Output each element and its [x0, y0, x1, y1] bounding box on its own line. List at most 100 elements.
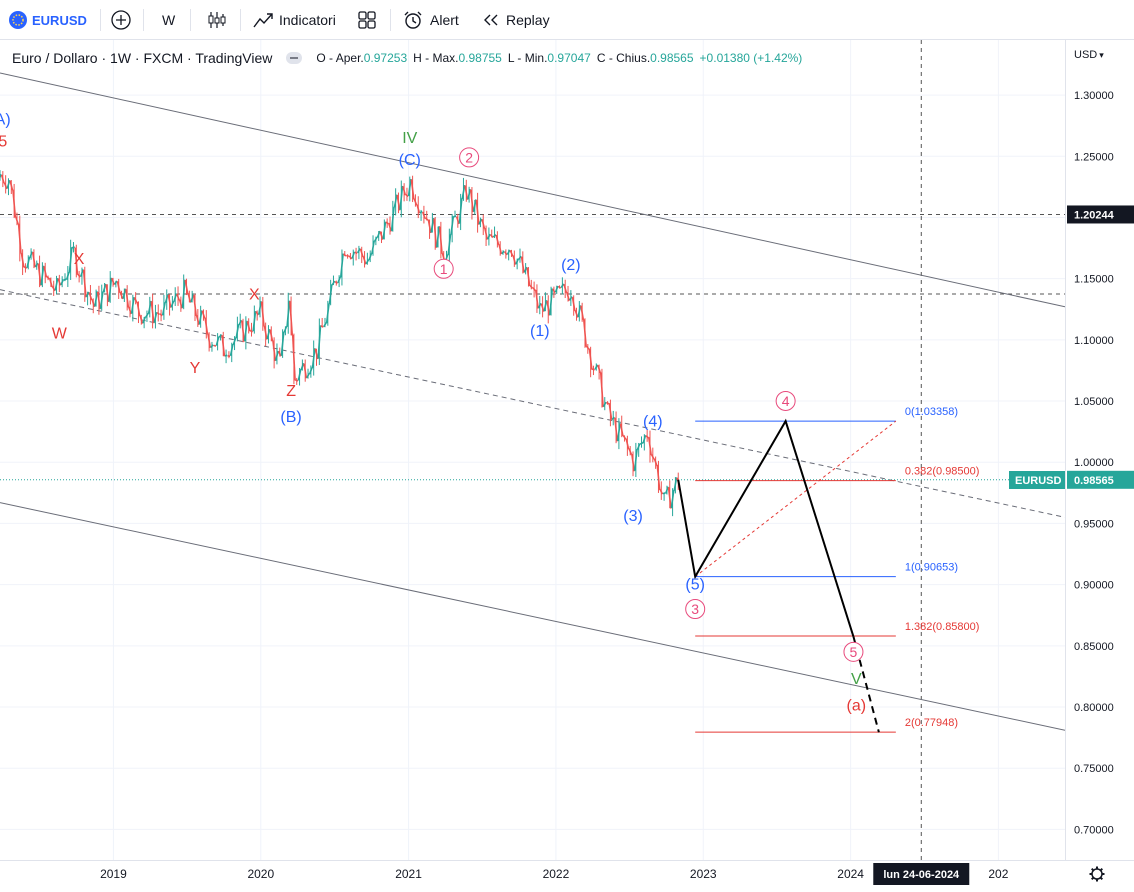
candle — [552, 286, 556, 298]
candle — [40, 262, 45, 288]
legend-title: Euro / Dollaro · 1W · FXCM · TradingView — [12, 50, 273, 66]
candle-body — [235, 324, 240, 339]
candle-body — [588, 348, 593, 370]
candle-body — [453, 215, 457, 218]
layouts-button[interactable] — [357, 0, 377, 40]
price-tick-label: 1.25000 — [1074, 151, 1114, 163]
candle-body — [12, 189, 17, 218]
candle-body — [105, 284, 110, 303]
candle-body — [371, 240, 376, 255]
candle-body — [125, 289, 130, 308]
candle-body — [31, 251, 36, 268]
candle — [184, 278, 189, 296]
candle-body — [543, 300, 548, 312]
price-chart[interactable]: 0(1.03358) 0.382(0.98500) 1(0.90653) 1.382(… — [0, 40, 1065, 860]
open-value: 0.97253 — [363, 51, 408, 65]
candle — [450, 214, 455, 243]
wave-label: (4) — [643, 414, 663, 431]
candle-body — [515, 258, 520, 265]
replay-button[interactable]: Replay — [482, 0, 550, 40]
candle-body — [147, 300, 152, 314]
candle-body — [410, 179, 415, 200]
gear-tooth — [1090, 876, 1095, 881]
candle-body — [416, 204, 421, 214]
indicators-button[interactable]: Indicatori — [252, 0, 336, 40]
candle — [557, 285, 562, 289]
candle — [484, 225, 489, 247]
legend-high: H - Max.0.98755 — [413, 51, 502, 65]
candle-body — [111, 278, 115, 286]
candle — [656, 460, 661, 493]
candle — [492, 226, 497, 239]
candle-body — [295, 379, 299, 382]
currency-selector[interactable]: USD ▾ — [1074, 49, 1104, 61]
candle — [357, 245, 361, 260]
candle — [303, 359, 308, 382]
candle-body — [119, 291, 124, 300]
candle-body — [504, 251, 508, 256]
candle — [173, 287, 178, 306]
chart-type-button[interactable] — [206, 0, 226, 40]
candle — [667, 480, 672, 509]
candle — [60, 276, 65, 288]
candle-body — [325, 303, 330, 324]
price-tick-label: 0.75000 — [1074, 763, 1114, 775]
price-tick-label: 0.90000 — [1074, 580, 1114, 592]
time-axis[interactable]: 2019 2020 2021 2022 2023 2024 202 lun 24-06-202… — [0, 860, 1134, 887]
candle — [224, 349, 228, 364]
wave-label: X — [74, 251, 85, 268]
close-label: C - Chius. — [596, 51, 651, 65]
candle-body — [156, 312, 160, 316]
candle — [26, 255, 31, 270]
candle — [29, 248, 34, 260]
candle — [122, 288, 127, 302]
alert-button[interactable]: Alert — [402, 0, 459, 40]
candle — [534, 284, 539, 313]
price-axis[interactable]: USD▾ 1.300001.250001.200001.150001.10000… — [1065, 40, 1134, 860]
candle-body — [213, 344, 217, 347]
candle — [250, 322, 254, 337]
candle-body — [492, 233, 497, 238]
candle-body — [133, 297, 138, 303]
symbol-search[interactable]: EURUSD — [8, 0, 87, 40]
candle-body — [14, 216, 19, 225]
time-tick-label: 202 — [988, 867, 1008, 881]
candle-body — [337, 276, 342, 284]
candle — [664, 485, 669, 495]
grid-layout-icon — [358, 11, 376, 29]
candle-body — [243, 320, 248, 342]
alert-label: Alert — [430, 12, 459, 28]
interval-button[interactable]: W — [162, 0, 175, 40]
candle — [328, 279, 333, 306]
candle — [343, 251, 347, 257]
candle — [388, 216, 392, 235]
candle — [277, 347, 282, 357]
candle-body — [379, 231, 384, 240]
candle-body — [464, 185, 469, 200]
candle-body — [653, 458, 658, 466]
candle — [14, 212, 19, 226]
settings-gear-icon[interactable] — [1089, 866, 1105, 882]
trend-channel — [0, 72, 1065, 731]
wave-label: (A) — [0, 111, 11, 128]
candle — [438, 221, 443, 259]
fib-level-label: 1.382(0.85800) — [905, 621, 980, 633]
time-tick-label: 2022 — [543, 867, 570, 881]
candle-body — [602, 401, 607, 407]
time-tick-label: 2020 — [247, 867, 274, 881]
candle-body — [65, 271, 70, 280]
candle — [116, 278, 121, 299]
last-price-label: 0.98565 — [1074, 475, 1114, 487]
candle-body — [145, 312, 149, 318]
legend-toggle-icon[interactable] — [286, 52, 303, 64]
candle — [79, 267, 84, 285]
candle — [6, 178, 11, 196]
candle — [57, 274, 62, 293]
wave-label: 2 — [465, 149, 473, 165]
wave-label: Y — [190, 360, 201, 377]
add-symbol-button[interactable] — [110, 0, 132, 40]
candle — [405, 187, 409, 201]
candle — [91, 298, 96, 314]
candle-body — [26, 257, 31, 269]
candle — [31, 249, 36, 269]
